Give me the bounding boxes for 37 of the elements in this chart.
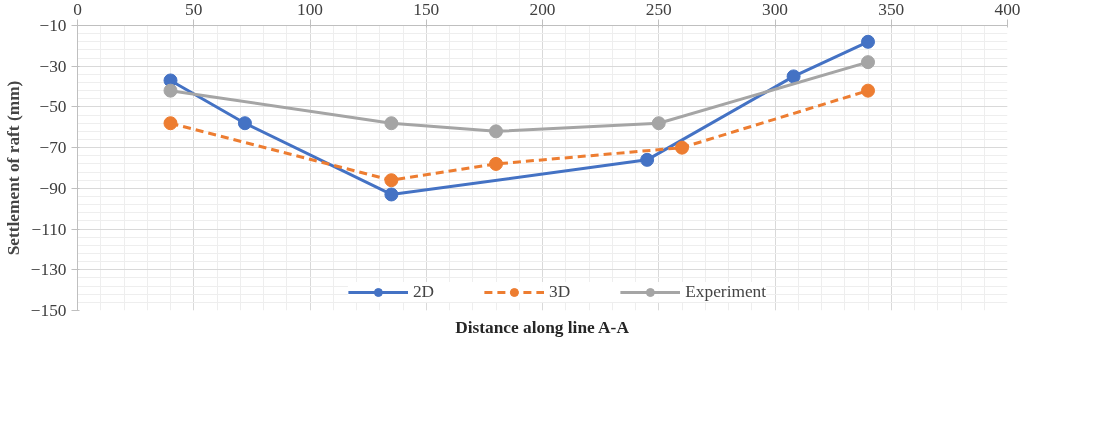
y-tick-label: −150 bbox=[30, 301, 67, 320]
legend-label: 2D bbox=[412, 282, 435, 302]
point bbox=[384, 116, 399, 131]
point bbox=[651, 116, 666, 131]
point bbox=[237, 116, 252, 131]
point bbox=[861, 83, 875, 98]
y-tick-label: −10 bbox=[39, 16, 67, 35]
y-axis-title: Settlement of raft (mm) bbox=[3, 80, 23, 256]
y-tick-label: −30 bbox=[39, 56, 67, 76]
x-tick-label: 250 bbox=[645, 0, 672, 19]
point bbox=[675, 140, 689, 155]
x-tick-label: 150 bbox=[413, 0, 440, 19]
x-tick-label: 100 bbox=[297, 0, 323, 19]
point bbox=[489, 124, 503, 139]
point bbox=[640, 152, 655, 167]
x-tick-label: 350 bbox=[878, 0, 905, 19]
point bbox=[163, 83, 178, 98]
y-tick-label: −70 bbox=[39, 138, 67, 158]
point bbox=[489, 156, 503, 171]
point bbox=[861, 34, 875, 49]
legend-label: Experiment bbox=[685, 282, 767, 302]
y-tick-label: −130 bbox=[30, 260, 67, 280]
y-tick-label: −90 bbox=[39, 178, 67, 198]
x-tick-label: 200 bbox=[529, 0, 556, 19]
x-tick-label: 300 bbox=[762, 0, 788, 19]
legend-label: 3D bbox=[549, 282, 571, 302]
point bbox=[163, 116, 178, 131]
y-tick-label: −110 bbox=[31, 219, 67, 239]
x-axis-title: Distance along line A-A bbox=[455, 317, 630, 337]
point bbox=[384, 173, 399, 188]
point bbox=[861, 55, 875, 70]
x-tick-label: 400 bbox=[994, 0, 1021, 19]
point bbox=[786, 69, 801, 84]
point bbox=[384, 187, 399, 202]
x-tick-label: 0 bbox=[73, 0, 82, 19]
y-tick-label: −50 bbox=[39, 97, 67, 117]
x-tick-label: 50 bbox=[185, 0, 203, 19]
